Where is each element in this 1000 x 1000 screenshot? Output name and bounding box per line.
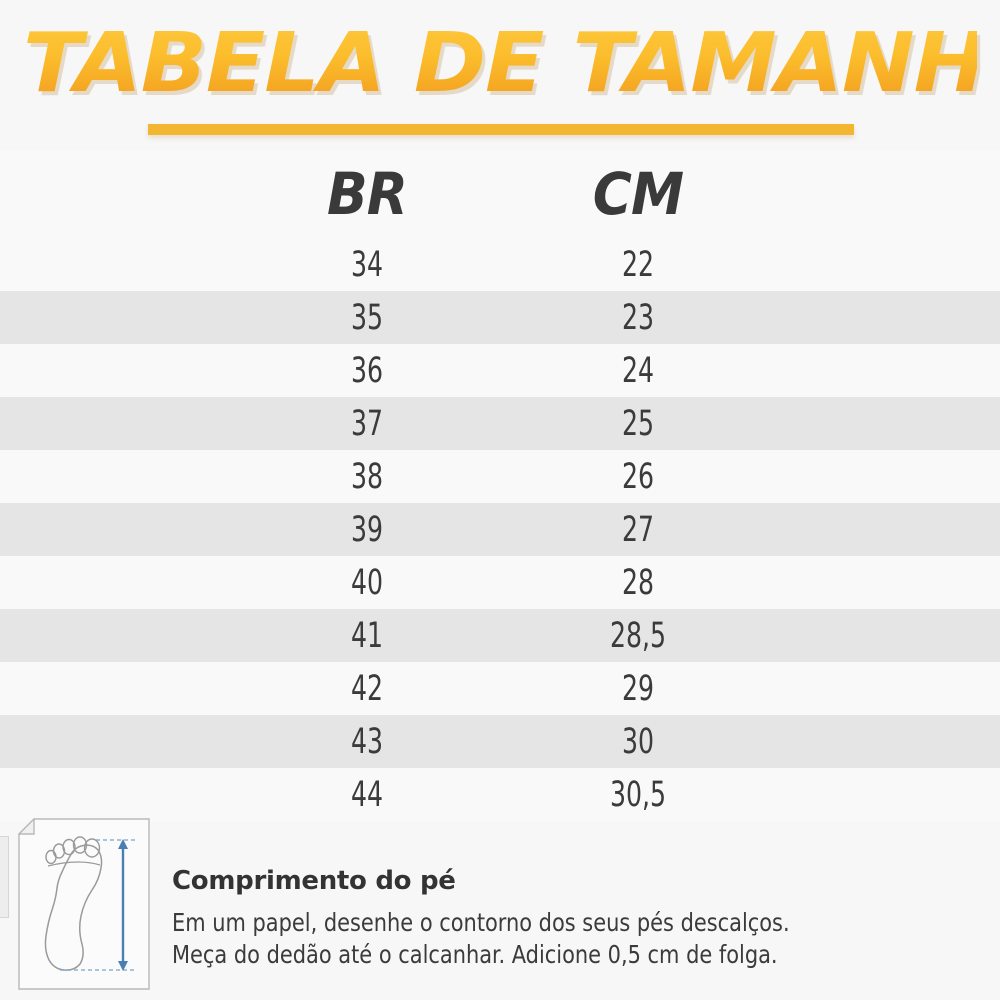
foot-length-caption: Comprimento do pé [172,866,456,896]
cell-br: 42 [350,668,384,709]
cell-cm: 30,5 [609,774,667,815]
cell-br: 38 [350,456,384,497]
cell-br: 41 [350,615,384,656]
instruction-line-2: Meça do dedão até o calcanhar. Adicione … [172,940,778,969]
column-header-br: BR [327,160,408,228]
table-row: 39 27 [0,503,1000,556]
table-header-row: BR CM [0,150,1000,238]
paper-sheet-edge-icon [0,836,9,918]
cell-cm: 23 [621,297,655,338]
cell-br: 43 [350,721,384,762]
column-header-cm: CM [592,160,684,228]
table-row: 41 28,5 [0,609,1000,662]
cell-cm: 30 [621,721,655,762]
table-row: 44 30,5 [0,768,1000,821]
cell-cm: 22 [621,244,655,285]
table-row: 37 25 [0,397,1000,450]
measure-instructions: Comprimento do pé Em um papel, desenhe o… [0,812,1000,1000]
foot-on-paper-measure-icon [17,817,150,990]
table-row: 34 22 [0,238,1000,291]
table-row: 40 28 [0,556,1000,609]
table-row: 43 30 [0,715,1000,768]
page-title: TABELA DE TAMANHOS [23,16,1000,111]
cell-cm: 24 [621,350,655,391]
cell-br: 39 [350,509,384,550]
page-header: TABELA DE TAMANHOS [0,0,1000,150]
cell-br: 35 [350,297,384,338]
cell-br: 34 [350,244,384,285]
cell-cm: 29 [621,668,655,709]
instruction-line-1: Em um papel, desenhe o contorno dos seus… [172,908,790,937]
cell-cm: 27 [621,509,655,550]
cell-br: 44 [350,774,384,815]
title-underline [148,124,854,135]
cell-cm: 26 [621,456,655,497]
table-row: 35 23 [0,291,1000,344]
table-row: 36 24 [0,344,1000,397]
cell-cm: 28 [621,562,655,603]
table-row: 38 26 [0,450,1000,503]
cell-br: 40 [350,562,384,603]
cell-br: 36 [350,350,384,391]
cell-cm: 25 [621,403,655,444]
table-row: 42 29 [0,662,1000,715]
size-table: BR CM 34 22 35 23 36 24 37 25 38 26 39 2… [0,150,1000,821]
cell-cm: 28,5 [609,615,667,656]
cell-br: 37 [350,403,384,444]
